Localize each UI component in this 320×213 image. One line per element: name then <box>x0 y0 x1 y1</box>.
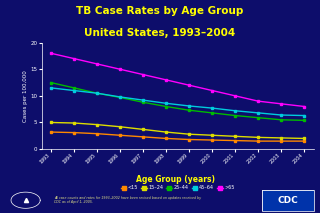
Text: All case counts and rates for 1993–2002 have been revised based on updates recei: All case counts and rates for 1993–2002 … <box>54 196 202 204</box>
Text: Age Group (years): Age Group (years) <box>137 176 215 184</box>
Text: United States, 1993–2004: United States, 1993–2004 <box>84 28 236 38</box>
Legend: <15, 15–24, 25–44, 45–64, >65: <15, 15–24, 25–44, 45–64, >65 <box>119 183 236 192</box>
Text: TB Case Rates by Age Group: TB Case Rates by Age Group <box>76 6 244 16</box>
Y-axis label: Cases per 100,000: Cases per 100,000 <box>23 70 28 122</box>
FancyBboxPatch shape <box>262 190 314 211</box>
Text: CDC: CDC <box>278 196 298 205</box>
